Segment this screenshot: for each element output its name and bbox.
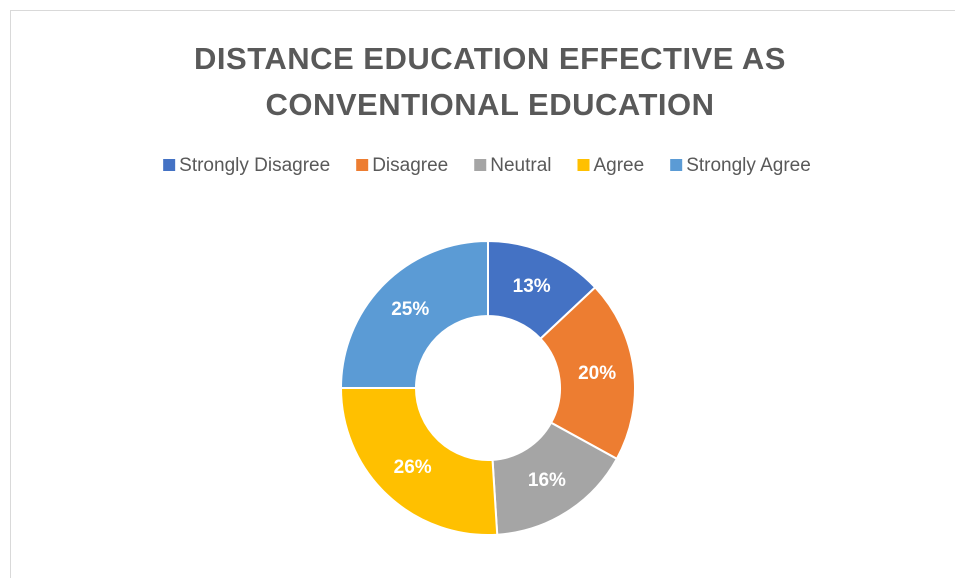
data-label: 13% xyxy=(513,276,551,297)
donut-slice xyxy=(339,387,499,536)
data-label: 16% xyxy=(528,470,566,491)
chart-title: DISTANCE EDUCATION EFFECTIVE AS CONVENTI… xyxy=(194,41,786,122)
donut-slice xyxy=(339,239,489,389)
legend-label: Neutral xyxy=(490,155,551,176)
data-label: 25% xyxy=(391,299,429,320)
legend-swatch xyxy=(670,159,683,171)
legend-label: Strongly Agree xyxy=(686,155,811,176)
legend-swatch xyxy=(577,159,590,171)
data-label: 26% xyxy=(394,457,432,478)
legend-label: Agree xyxy=(593,155,644,176)
legend-swatch xyxy=(356,159,369,171)
legend-swatch xyxy=(163,159,176,171)
legend-label: Strongly Disagree xyxy=(179,155,330,176)
chart-frame xyxy=(10,10,955,578)
legend-label: Disagree xyxy=(372,155,448,176)
donut-slice xyxy=(539,285,636,461)
data-label: 20% xyxy=(578,363,616,384)
legend-swatch xyxy=(474,159,487,171)
